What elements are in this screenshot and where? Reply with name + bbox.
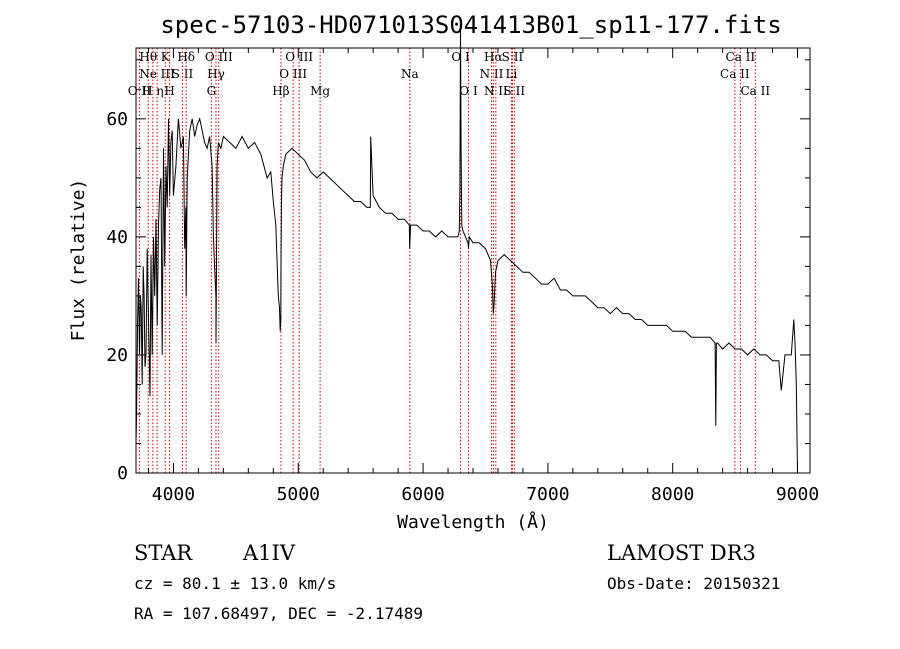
object-subclass: A1IV (242, 541, 296, 565)
line-marker-label: Hγ (207, 67, 225, 81)
line-marker-label: Ne III (139, 67, 175, 81)
line-marker-label: N II (484, 84, 508, 98)
plot-frame (135, 47, 811, 474)
line-marker-label: O II (128, 84, 151, 98)
x-tick-label: 9000 (776, 484, 819, 505)
observation-date: Obs-Date: 20150321 (607, 574, 780, 593)
line-marker-label: O III (205, 50, 233, 64)
line-marker-label: H η (142, 84, 163, 98)
line-marker-label: N II (480, 67, 504, 81)
x-tick-label: 4000 (152, 484, 195, 505)
line-marker-layer: O II Hθ H η Ne III K H S II Hδ G Hγ O III Hβ O III O … (128, 48, 771, 473)
y-tick-label: 40 (106, 227, 128, 248)
line-marker-label: G (207, 84, 217, 98)
x-tick-label: 7000 (526, 484, 569, 505)
spectrum-line (135, 30, 798, 474)
line-marker-label: Na (401, 67, 419, 81)
line-marker-label: H (164, 84, 174, 98)
x-axis-label: Wavelength (Å) (397, 511, 549, 533)
line-marker-label: O III (279, 67, 307, 81)
line-marker-label: K (161, 50, 171, 64)
y-tick-label: 20 (106, 345, 128, 366)
object-class: STAR (134, 541, 193, 565)
line-marker-label: Hθ (139, 50, 157, 64)
x-tick-label: 8000 (651, 484, 694, 505)
line-marker-label: S II (502, 50, 524, 64)
y-tick-label: 60 (106, 109, 128, 130)
line-marker-label: Ca II (720, 67, 750, 81)
line-marker-label: Hβ (272, 84, 289, 98)
line-marker-label: Hδ (177, 50, 195, 64)
line-marker-label: Li (506, 67, 518, 81)
y-axis-label: Flux (relative) (68, 179, 89, 342)
redshift-info: cz = 80.1 ± 13.0 km/s (134, 574, 336, 593)
line-marker-label: O III (285, 50, 313, 64)
line-marker-label: Ca II (726, 50, 756, 64)
plot-area (135, 47, 811, 474)
survey-name: LAMOST DR3 (607, 541, 756, 565)
x-tick-label: 5000 (277, 484, 320, 505)
line-marker-label: O I (459, 84, 478, 98)
line-marker-label: S II (172, 67, 194, 81)
line-marker-label: Hα (484, 50, 503, 64)
axis-ticks: 4000 5000 6000 7000 8000 9000 0 20 40 60 (106, 48, 819, 505)
y-tick-label: 0 (117, 463, 128, 484)
line-marker-label: Mg (310, 84, 330, 98)
line-marker-label: S II (504, 84, 526, 98)
coordinates: RA = 107.68497, DEC = -2.17489 (134, 604, 423, 623)
x-tick-label: 6000 (401, 484, 444, 505)
line-marker-label: Ca II (741, 84, 771, 98)
chart-title: spec-57103-HD071013S041413B01_sp11-177.f… (160, 11, 781, 39)
